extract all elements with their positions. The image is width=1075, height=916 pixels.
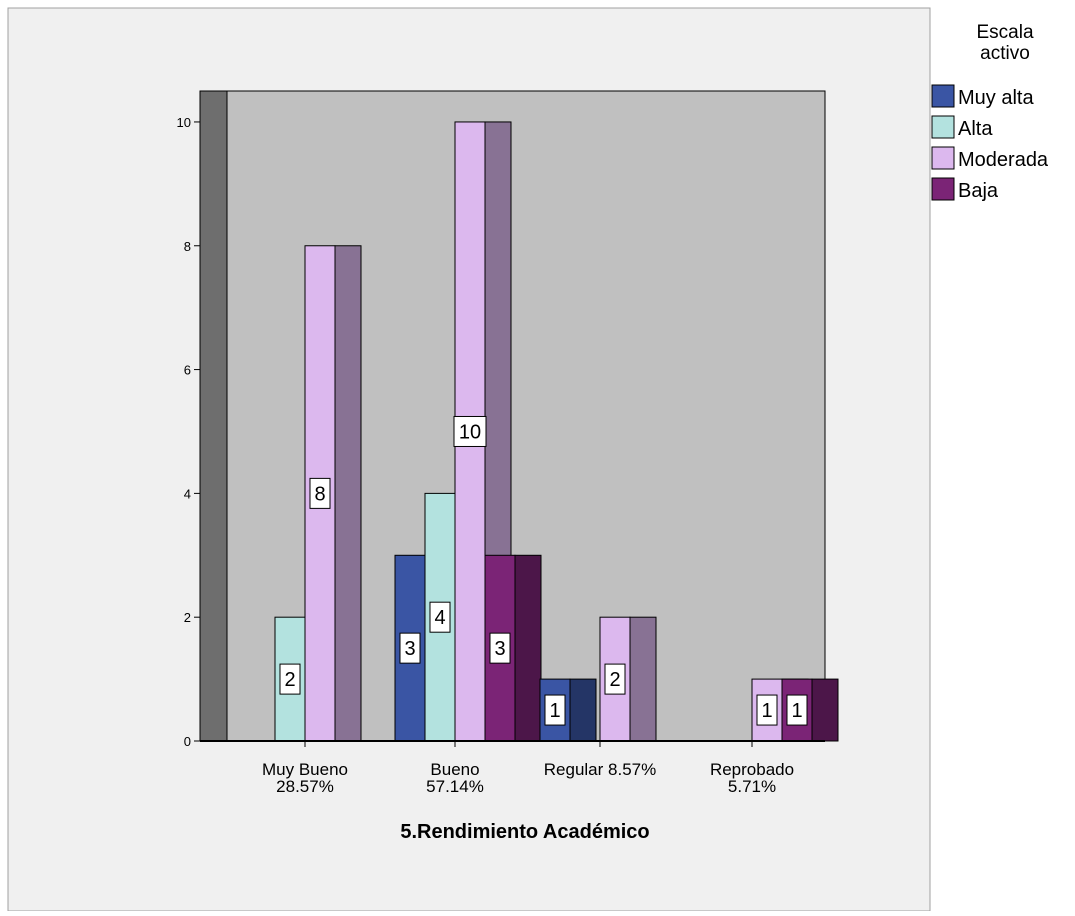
y-tick-label: 10 (177, 115, 191, 130)
data-label-box (429, 601, 451, 633)
data-label: 1 (791, 700, 802, 722)
data-label-box (489, 632, 511, 664)
data-label-box (279, 663, 301, 695)
x-axis-title: 5.Rendimiento Académico (400, 821, 649, 843)
bar-shadow (569, 678, 597, 742)
y-tick-label: 8 (184, 239, 191, 254)
legend-title: Escala (976, 22, 1033, 43)
data-label-box (604, 663, 626, 695)
legend-swatch (931, 115, 955, 139)
x-tick-label: Bueno (430, 760, 479, 779)
data-label-box (399, 632, 421, 664)
x-tick-label: Muy Bueno (262, 760, 348, 779)
data-label: 8 (314, 483, 325, 505)
data-label: 2 (609, 669, 620, 691)
data-label: 3 (494, 638, 505, 660)
x-tick-label: 5.71% (728, 777, 776, 796)
y-tick-label: 2 (184, 610, 191, 625)
plot-shadow-bar (199, 90, 228, 742)
y-tick-label: 0 (184, 734, 191, 749)
bar-shadow (811, 678, 839, 742)
data-label-box (544, 694, 566, 726)
legend-label: Alta (958, 118, 993, 140)
data-label: 4 (434, 607, 445, 629)
data-label-box (756, 694, 778, 726)
bar-shadow (514, 554, 542, 742)
legend-swatch (931, 146, 955, 170)
data-label: 1 (761, 700, 772, 722)
data-label-box (453, 415, 487, 447)
legend-label: Muy alta (958, 87, 1034, 109)
legend-swatch (931, 177, 955, 201)
bar-shadow (629, 616, 657, 742)
x-tick-label: 28.57% (276, 777, 334, 796)
data-label-box (786, 694, 808, 726)
y-tick-label: 4 (184, 486, 191, 501)
x-tick-label: 57.14% (426, 777, 484, 796)
x-tick-label: Reprobado (710, 760, 794, 779)
y-tick-label: 6 (184, 363, 191, 378)
x-tick-label: Regular 8.57% (544, 760, 656, 779)
data-label: 2 (284, 669, 295, 691)
data-label-box (309, 477, 331, 509)
legend-swatch (931, 84, 955, 108)
legend-title: activo (980, 43, 1030, 64)
data-label: 3 (404, 638, 415, 660)
data-label: 10 (459, 421, 481, 443)
legend-label: Baja (958, 180, 999, 202)
legend-label: Moderada (958, 149, 1049, 171)
data-label: 1 (549, 700, 560, 722)
bar-shadow (334, 245, 362, 742)
